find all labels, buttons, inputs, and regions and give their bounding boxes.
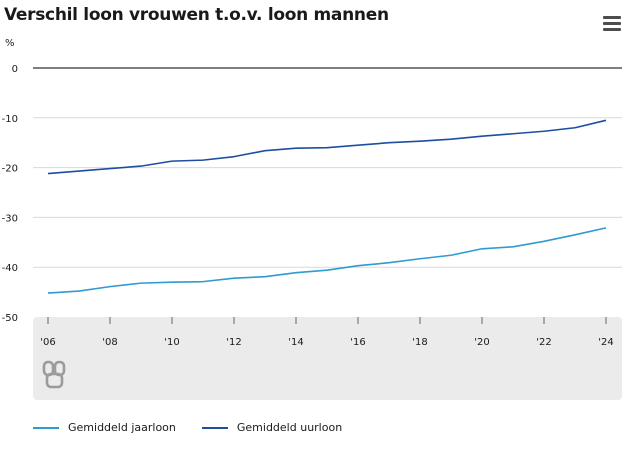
x-tick-label: '08: [102, 337, 117, 348]
x-axis-band: [33, 317, 622, 400]
y-tick-label: -40: [2, 263, 18, 274]
x-tick-label: '18: [412, 337, 427, 348]
x-tick-label: '16: [350, 337, 365, 348]
y-axis-unit-label: %: [5, 38, 15, 49]
legend-label: Gemiddeld jaarloon: [68, 421, 176, 434]
x-tick-label: '10: [164, 337, 179, 348]
x-tick-label: '20: [474, 337, 489, 348]
chart-legend: Gemiddeld jaarloon Gemiddeld uurloon: [33, 421, 368, 434]
x-tick-label: '06: [40, 337, 55, 348]
series-line-gemiddeld-uurloon[interactable]: [47, 119, 607, 175]
legend-swatch: [201, 426, 228, 429]
y-tick-label: -10: [2, 114, 18, 125]
y-tick-label: 0: [12, 64, 18, 75]
cbs-logo-icon: [42, 360, 66, 389]
legend-item[interactable]: Gemiddeld jaarloon: [33, 421, 176, 434]
y-tick-label: -20: [2, 164, 18, 175]
y-tick-label: -50: [2, 313, 18, 324]
legend-label: Gemiddeld uurloon: [236, 421, 343, 434]
legend-swatch: [33, 426, 59, 429]
x-tick-label: '14: [288, 337, 303, 348]
x-tick-label: '24: [598, 337, 613, 348]
series-line-gemiddeld-jaarloon[interactable]: [47, 227, 607, 294]
legend-item[interactable]: Gemiddeld uurloon: [201, 421, 343, 434]
y-tick-label: -30: [2, 213, 18, 224]
chart-title: Verschil loon vrouwen t.o.v. loon mannen: [4, 5, 389, 25]
x-axis-ticks: '06 '08 '10 '12 '14 '16 '18 '20 '22 '24: [40, 317, 614, 348]
y-axis-ticks: 0 -10 -20 -30 -40 -50: [2, 64, 18, 324]
x-tick-label: '12: [226, 337, 241, 348]
hamburger-menu-icon[interactable]: [603, 16, 621, 32]
x-tick-label: '22: [536, 337, 551, 348]
series-lines: [47, 119, 607, 294]
